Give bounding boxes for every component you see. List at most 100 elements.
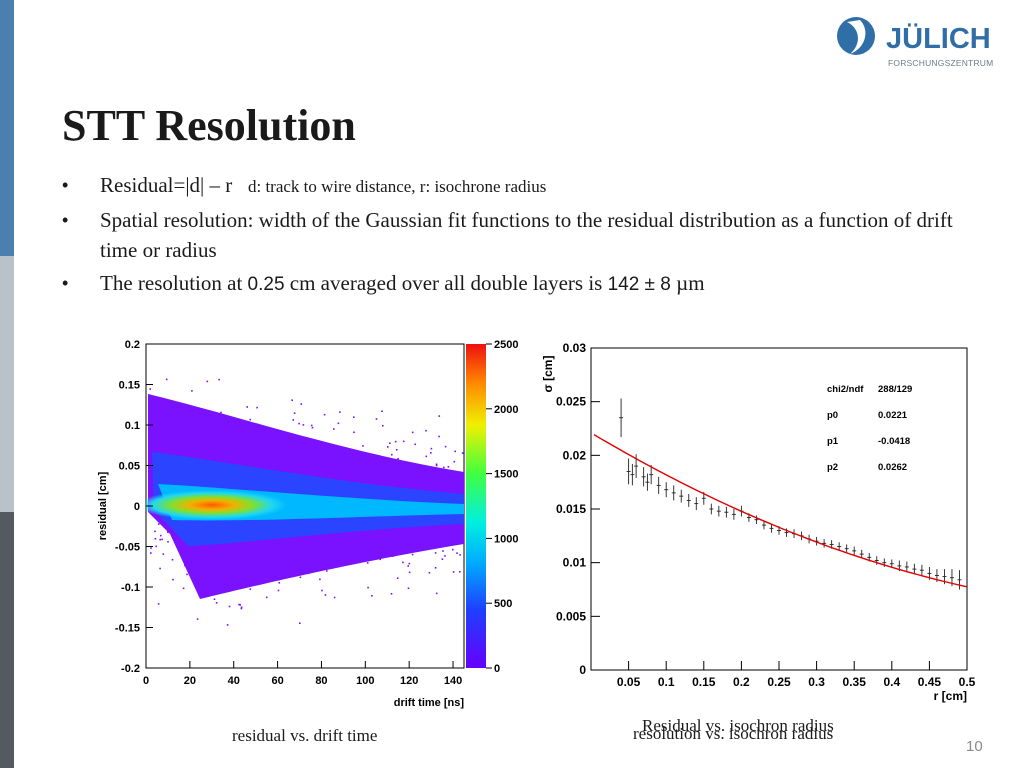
heatmap-dot	[171, 558, 174, 561]
left-x-tick-label: 100	[356, 675, 374, 687]
heatmap-dot	[157, 603, 160, 605]
heatmap-dot	[425, 455, 428, 458]
heatmap-dot	[435, 463, 438, 466]
heatmap-dot	[298, 422, 300, 425]
left-y-tick-label: -0.15	[115, 623, 140, 635]
heatmap-dot	[326, 570, 328, 572]
stats-label: p1	[827, 436, 839, 447]
heatmap-dot	[278, 582, 281, 584]
caption-left: residual vs. drift time	[232, 726, 378, 745]
heatmap-dot	[150, 547, 152, 549]
heatmap-dot	[428, 572, 431, 574]
heatmap-dot	[293, 412, 296, 414]
caption-right-overlap: Residual vs. isochron radius	[642, 716, 834, 735]
left-x-axis: 0 20 40 60 80 100 120 140	[143, 661, 462, 687]
heatmap-dot	[246, 406, 248, 408]
side-bar-bottom	[0, 512, 14, 768]
left-y-tick-label: 0	[134, 501, 140, 513]
right-x-tick-label: 0.45	[918, 675, 942, 689]
colorbar	[466, 344, 486, 668]
heatmap-dot	[215, 602, 218, 604]
colorbar-tick-label: 2500	[494, 339, 518, 351]
bullet-residual-text: Residual=|d| – r	[100, 173, 233, 197]
heatmap-dot	[319, 578, 321, 581]
heatmap-dot	[408, 562, 411, 565]
heatmap-dot	[438, 435, 440, 438]
heatmap-dot	[228, 605, 231, 608]
heatmap-dot	[382, 424, 384, 427]
heatmap-dot	[452, 548, 454, 551]
heatmap-dot	[333, 596, 336, 599]
colorbar-tick-label: 500	[494, 598, 512, 610]
heatmap-dot	[277, 589, 280, 592]
heatmap-dot	[371, 595, 373, 597]
left-x-tick-label: 0	[143, 675, 149, 687]
left-x-tick-label: 60	[271, 675, 283, 687]
logo-subtitle: FORSCHUNGSZENTRUM	[888, 58, 993, 68]
heatmap-dot	[402, 440, 405, 443]
heatmap-dot	[353, 431, 355, 434]
right-x-tick-label: 0.5	[959, 675, 976, 689]
heatmap-dot	[157, 523, 160, 525]
heatmap-dot	[459, 571, 461, 573]
stats-value: 288/129	[878, 384, 912, 395]
colorbar-tick-label: 0	[494, 663, 500, 675]
right-y-tick-label: 0.025	[556, 395, 586, 409]
heatmap-dot	[407, 587, 410, 590]
heatmap-dot	[390, 593, 393, 595]
right-x-tick-label: 0.15	[692, 675, 716, 689]
heatmap-dot	[396, 577, 399, 579]
heatmap-dot	[256, 406, 258, 409]
heatmap-dot	[425, 429, 427, 432]
heatmap-dot	[453, 460, 456, 463]
heatmap-dot	[447, 466, 450, 468]
heatmap-dot	[333, 428, 335, 430]
left-y-tick-label: 0.2	[125, 339, 140, 351]
heatmap-dot	[379, 558, 381, 561]
heatmap-dot	[159, 538, 161, 541]
right-x-axis: 0.05 0.1 0.15 0.2 0.25 0.3 0.35 0.4 0.45 0.5	[617, 661, 976, 689]
bullet-list: Residual=|d| – r d: track to wire distan…	[62, 170, 982, 303]
heatmap-dot	[206, 380, 209, 383]
right-y-tick-label: 0	[579, 663, 586, 677]
left-xlabel: drift time [ns]	[394, 697, 465, 709]
left-y-tick-label: 0.15	[119, 380, 140, 392]
right-x-tick-label: 0.1	[658, 675, 675, 689]
colorbar-tick-label: 1500	[494, 469, 518, 481]
left-y-tick-label: 0.05	[119, 461, 140, 473]
right-x-tick-label: 0.25	[767, 675, 791, 689]
right-x-tick-label: 0.4	[883, 675, 900, 689]
heatmap-dot	[444, 555, 446, 557]
heatmap-dot	[154, 538, 157, 540]
heatmap-dot	[430, 452, 432, 454]
heatmap-dot	[461, 452, 464, 454]
heatmap-dot	[191, 390, 193, 392]
heatmap-dot	[362, 445, 364, 447]
colorbar-tick-label: 2000	[494, 404, 518, 416]
heatmap-dot	[323, 413, 326, 416]
heatmap-dot	[226, 624, 229, 626]
left-y-tick-label: -0.2	[121, 663, 140, 675]
heatmap-dot	[324, 594, 327, 596]
heatmap-dot	[442, 550, 444, 552]
stats-label: chi2/ndf	[827, 384, 864, 395]
right-y-tick-label: 0.02	[563, 448, 587, 462]
heatmap-dot	[411, 431, 414, 434]
left-x-tick-label: 140	[444, 675, 462, 687]
heatmap-dot	[387, 446, 389, 448]
right-x-tick-label: 0.05	[617, 675, 641, 689]
heatmap-dot	[299, 576, 302, 579]
heatmap-dot	[414, 443, 416, 446]
bullet-spatial-resolution: Spatial resolution: width of the Gaussia…	[62, 205, 982, 265]
heatmap-dot	[165, 378, 168, 381]
heatmap-dot	[408, 571, 411, 574]
heatmap-dot	[154, 530, 156, 533]
heatmap-dot	[395, 449, 398, 451]
heatmap-dot	[367, 586, 369, 589]
heatmap-dot	[160, 534, 162, 537]
right-y-tick-label: 0.03	[563, 341, 587, 355]
julich-logo: JÜLICH FORSCHUNGSZENTRUM	[837, 17, 993, 68]
right-y-axis: 0.03 0.025 0.02 0.015 0.01 0.005 0	[556, 341, 600, 677]
bullet-resolution-value: 142 ± 8	[607, 274, 671, 295]
heatmap-dot	[218, 378, 220, 381]
